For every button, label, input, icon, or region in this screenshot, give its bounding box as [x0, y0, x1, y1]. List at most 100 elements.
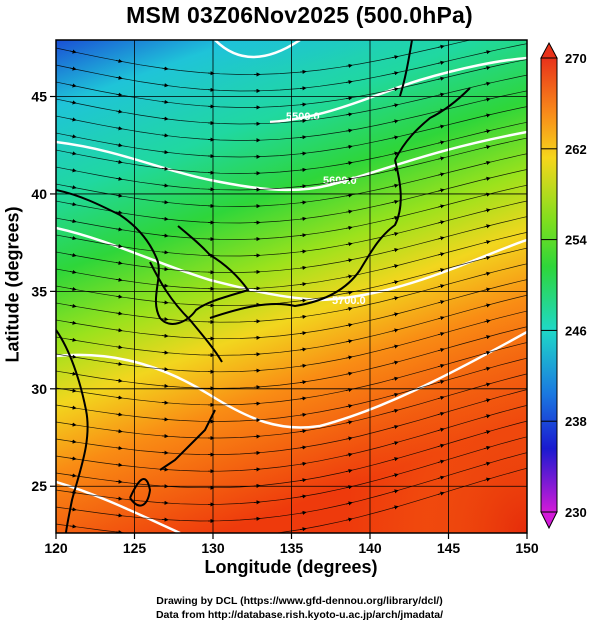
wind-arrow — [161, 99, 169, 105]
wind-arrow — [345, 387, 353, 393]
wind-arrow — [437, 76, 445, 81]
wind-arrow — [345, 209, 353, 214]
y-tick-label: 35 — [31, 283, 47, 299]
colorbar: 270 262 254 246 238 230 — [540, 41, 587, 530]
wind-arrow — [437, 363, 445, 368]
wind-arrow — [299, 86, 307, 91]
coastline-china — [56, 329, 89, 533]
wind-arrow — [115, 361, 123, 367]
wind-arrow — [115, 496, 123, 501]
wind-arrow — [391, 55, 399, 60]
wind-arrow — [69, 100, 77, 105]
wind-arrow — [69, 219, 77, 224]
wind-arrow — [161, 150, 169, 155]
colorbar-scale — [540, 57, 558, 513]
streamline — [56, 106, 527, 158]
x-tick-label: 130 — [201, 540, 225, 556]
wind-arrow — [299, 118, 307, 123]
wind-arrow — [299, 331, 307, 336]
wind-arrow — [299, 461, 307, 466]
streamline — [56, 404, 527, 472]
wind-arrow — [391, 473, 399, 478]
wind-arrow — [161, 166, 169, 171]
wind-arrow — [437, 204, 445, 209]
wind-arrow — [391, 489, 399, 494]
wind-arrow — [69, 185, 77, 190]
contour-5500 — [214, 40, 301, 59]
wind-arrow — [253, 516, 261, 521]
y-tick-label: 40 — [31, 186, 47, 202]
wind-arrow — [115, 445, 123, 451]
streamline — [56, 420, 527, 489]
wind-arrow — [161, 66, 169, 71]
coastline-japan — [209, 159, 402, 319]
wind-arrow — [299, 102, 307, 107]
wind-arrow — [483, 366, 491, 371]
wind-arrow — [437, 220, 445, 225]
wind-arrow — [115, 311, 123, 316]
wind-arrow — [69, 66, 77, 71]
wind-arrow — [345, 323, 353, 328]
wind-arrow — [437, 268, 445, 273]
wind-arrow — [115, 412, 123, 417]
wind-arrow — [391, 344, 399, 349]
wind-arrow — [437, 124, 445, 129]
wind-arrow — [299, 527, 307, 532]
wind-arrow — [345, 452, 353, 457]
wind-arrow — [437, 140, 445, 145]
wind-arrow — [345, 371, 353, 376]
wind-arrow — [115, 294, 123, 299]
wind-arrow — [391, 87, 399, 92]
wind-arrow — [115, 479, 123, 484]
wind-arrow — [161, 250, 169, 255]
wind-arrow — [391, 376, 399, 381]
x-tick-label: 125 — [123, 540, 147, 556]
colorbar-tick-label: 238 — [565, 414, 587, 429]
wind-arrow — [483, 97, 491, 102]
wind-arrow — [161, 367, 169, 372]
wind-arrow — [437, 443, 445, 448]
wind-arrow — [437, 316, 445, 321]
wind-arrow — [69, 117, 77, 122]
wind-arrow — [69, 83, 77, 88]
wind-arrow — [345, 128, 353, 133]
wind-arrow — [115, 277, 123, 282]
streamline — [56, 326, 527, 389]
wind-arrow — [299, 200, 307, 205]
streamline — [56, 43, 527, 92]
colorbar-bottom-arrow — [540, 511, 558, 530]
wind-arrow — [437, 156, 445, 161]
wind-arrow — [299, 363, 307, 368]
wind-arrow — [483, 129, 491, 134]
wind-arrow — [69, 286, 77, 292]
wind-arrow — [69, 320, 77, 325]
wind-arrow — [299, 184, 307, 189]
wind-arrow — [391, 232, 399, 237]
credit-drawing: Drawing by DCL (https://www.gfd-dennou.o… — [156, 595, 443, 607]
wind-arrow — [115, 159, 123, 164]
wind-arrow — [115, 429, 123, 434]
wind-arrow — [299, 380, 307, 385]
wind-arrow — [391, 312, 399, 317]
colorbar-tick-label: 270 — [565, 51, 587, 66]
wind-arrow — [69, 456, 77, 461]
colorbar-tick-label: 262 — [565, 142, 587, 157]
wind-arrow — [483, 240, 491, 245]
wind-arrow — [391, 103, 399, 108]
wind-arrow — [115, 176, 123, 181]
wind-arrow — [299, 347, 307, 352]
credit-data: Data from http://database.rish.kyoto-u.a… — [155, 609, 444, 621]
wind-arrow — [483, 271, 491, 276]
wind-arrow — [69, 202, 77, 207]
wind-arrow — [115, 513, 123, 518]
colorbar-tick-label: 246 — [565, 323, 587, 338]
wind-arrow — [391, 248, 399, 253]
contour-5800 — [56, 330, 527, 429]
wind-arrow — [69, 371, 77, 376]
streamline — [56, 74, 527, 125]
wind-arrow — [69, 439, 77, 444]
wind-arrow — [69, 49, 77, 54]
wind-arrow — [345, 96, 353, 101]
wind-arrow — [345, 193, 353, 198]
